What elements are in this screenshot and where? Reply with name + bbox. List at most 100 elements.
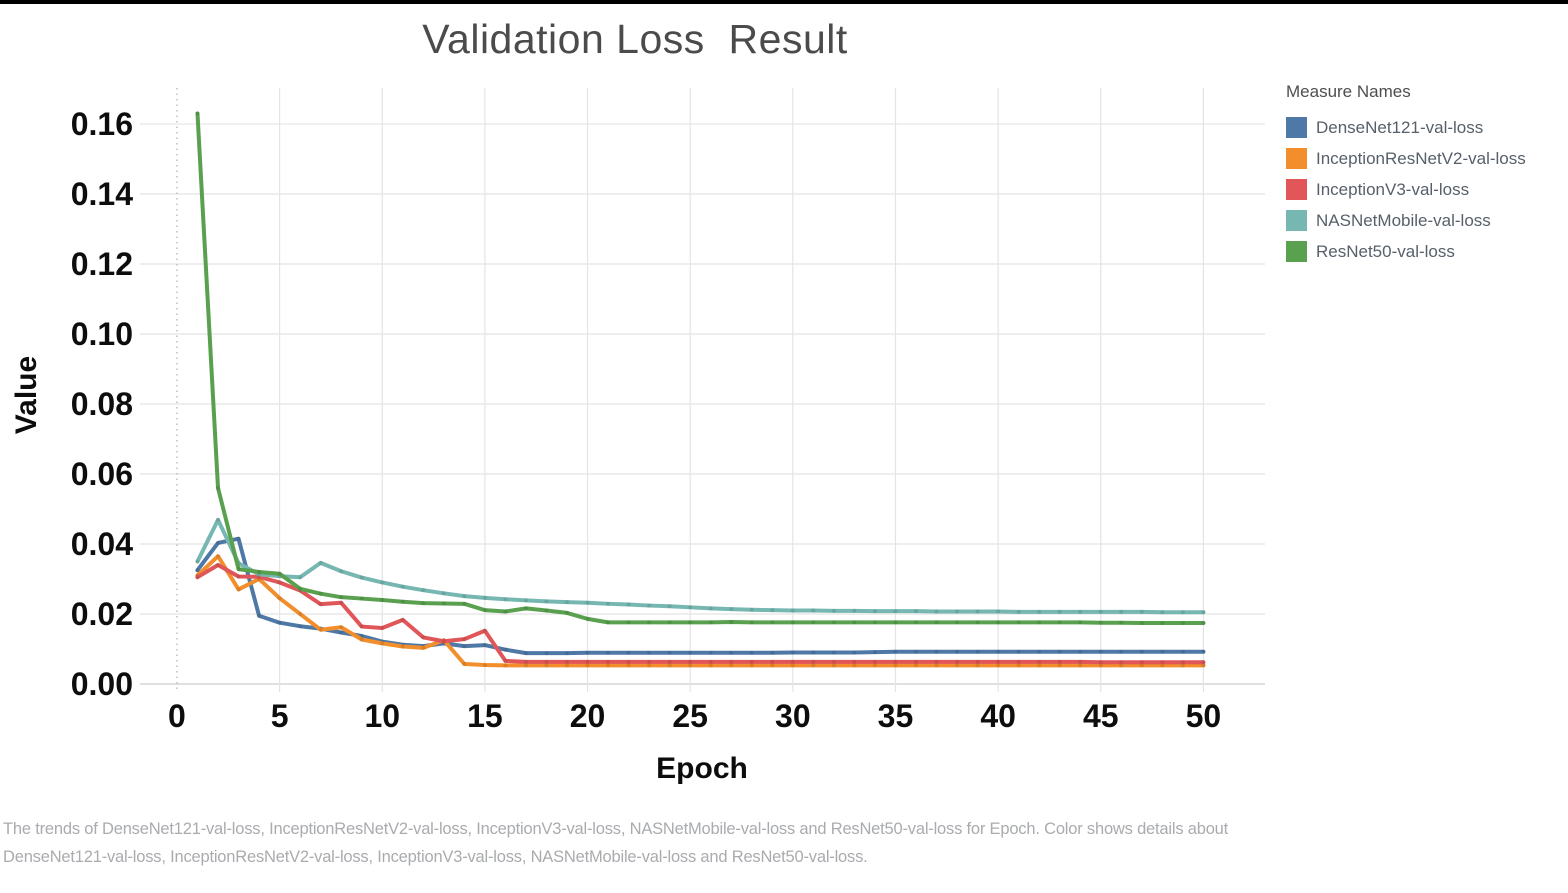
data-point-mark [770, 659, 775, 665]
data-point-mark [729, 619, 734, 625]
data-point-mark [872, 650, 878, 655]
data-point-mark [934, 659, 939, 665]
data-point-mark [1057, 659, 1062, 665]
y-tick-label: 0.00 [70, 665, 133, 702]
data-point-mark [195, 575, 200, 580]
data-point-mark [503, 647, 508, 652]
legend-item-InceptionResNetV2-val-loss[interactable]: InceptionResNetV2-val-loss [1286, 143, 1566, 174]
legend-title: Measure Names [1286, 82, 1411, 101]
data-point-mark [831, 663, 836, 668]
data-point-mark [667, 604, 672, 609]
x-tick-label: 50 [1185, 698, 1222, 734]
series-line-DenseNet121-val-loss[interactable] [195, 536, 1206, 656]
data-point-mark [1160, 660, 1165, 665]
legend-item-ResNet50-val-loss[interactable]: ResNet50-val-loss [1286, 236, 1566, 267]
series-line-InceptionV3-val-loss[interactable] [195, 562, 1206, 665]
data-point-mark [872, 663, 878, 668]
legend-item-NASNetMobile-val-loss[interactable]: NASNetMobile-val-loss [1286, 205, 1566, 236]
data-point-mark [462, 637, 467, 642]
series-line-NASNetMobile-val-loss[interactable] [195, 517, 1206, 615]
x-tick-label: 30 [775, 698, 811, 734]
data-point-mark [1180, 649, 1185, 654]
data-point-mark [339, 569, 344, 574]
data-point-mark [523, 598, 529, 603]
data-point-mark [954, 609, 960, 614]
data-point-mark [1139, 663, 1144, 668]
x-tick-label: 5 [270, 698, 289, 734]
x-axis-title: Epoch [656, 752, 748, 785]
legend-item-label: ResNet50-val-loss [1316, 241, 1455, 261]
data-point-mark [954, 649, 960, 654]
legend-swatch-icon [1286, 148, 1307, 169]
data-point-mark [996, 620, 1001, 625]
data-point-mark [523, 651, 529, 656]
data-point-mark [770, 663, 775, 668]
series-line-ResNet50-val-loss[interactable] [195, 111, 1206, 626]
data-point-mark [605, 620, 611, 625]
data-point-mark [339, 600, 344, 605]
data-point-mark [1057, 649, 1062, 654]
data-point-mark [1037, 609, 1042, 614]
data-point-mark [1180, 620, 1185, 626]
data-point-mark [954, 659, 960, 665]
data-point-mark [667, 663, 672, 668]
data-point-mark [277, 596, 282, 601]
data-point-mark [749, 607, 754, 612]
data-point-mark [1078, 649, 1083, 654]
data-point-mark [647, 663, 652, 668]
data-point-mark [400, 584, 405, 589]
data-point-mark [1016, 663, 1021, 668]
data-point-mark [1201, 610, 1206, 615]
data-point-mark [482, 643, 487, 648]
legend-item-InceptionV3-val-loss[interactable]: InceptionV3-val-loss [1286, 174, 1566, 205]
window-top-border [0, 0, 1568, 4]
data-point-mark [831, 620, 836, 625]
data-point-mark [790, 659, 795, 665]
data-point-mark [236, 567, 241, 572]
legend-item-DenseNet121-val-loss[interactable]: DenseNet121-val-loss [1286, 112, 1566, 143]
data-point-mark [749, 659, 754, 665]
y-tick-label: 0.06 [70, 455, 133, 492]
legend-items: DenseNet121-val-loss InceptionResNetV2-va… [1286, 112, 1566, 267]
data-point-mark [913, 663, 919, 668]
data-point-mark [585, 600, 590, 605]
legend-item-label: DenseNet121-val-loss [1316, 117, 1484, 137]
data-point-mark [462, 594, 467, 599]
data-point-mark [544, 663, 549, 668]
data-point-mark [523, 663, 529, 668]
data-point-mark [749, 650, 754, 655]
data-point-mark [975, 609, 980, 614]
legend-swatch-icon [1286, 179, 1307, 200]
data-point-mark [400, 617, 405, 623]
data-point-mark [1139, 649, 1144, 654]
data-point-mark [503, 658, 508, 663]
data-point-mark [770, 608, 775, 613]
data-point-mark [462, 601, 467, 606]
data-point-mark [872, 620, 878, 625]
loss-line-chart[interactable] [140, 88, 1265, 692]
data-point-mark [913, 649, 919, 654]
data-point-mark [195, 559, 200, 564]
data-point-mark [544, 651, 549, 656]
data-point-mark [482, 595, 487, 600]
series-line-InceptionResNetV2-val-loss[interactable] [195, 554, 1206, 668]
chart-title: Validation Loss Result [422, 16, 848, 62]
legend: Measure Names DenseNet121-val-loss Incept… [1286, 82, 1566, 267]
data-point-mark [1078, 659, 1083, 665]
data-point-mark [1078, 663, 1083, 668]
data-point-mark [482, 662, 487, 668]
data-point-mark [893, 620, 898, 625]
data-point-mark [954, 620, 960, 625]
x-tick-label: 25 [672, 698, 708, 734]
data-point-mark [1037, 659, 1042, 665]
data-point-mark [1078, 620, 1083, 625]
legend-item-label: NASNetMobile-val-loss [1316, 210, 1491, 230]
data-point-mark [1201, 663, 1206, 668]
data-point-mark [770, 650, 775, 655]
data-point-mark [503, 609, 508, 614]
data-point-mark [298, 611, 303, 617]
data-point-mark [215, 517, 221, 522]
data-point-mark [318, 602, 323, 607]
legend-item-label: InceptionV3-val-loss [1316, 179, 1470, 199]
data-point-mark [277, 571, 282, 576]
